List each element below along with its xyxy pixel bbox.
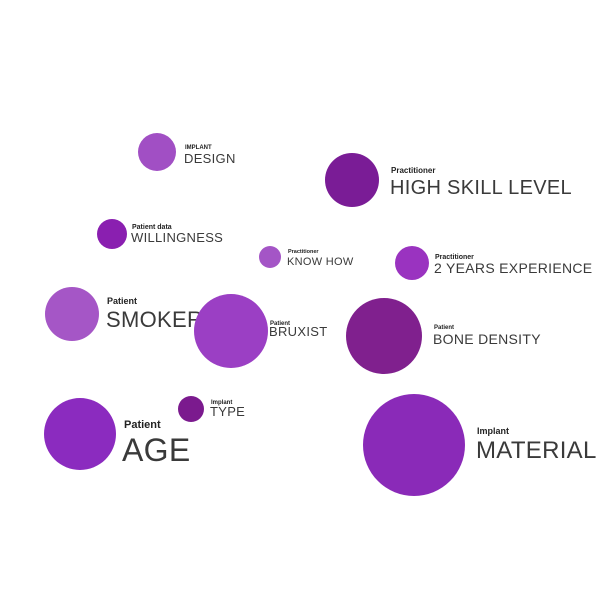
node-label: SMOKER	[106, 307, 203, 332]
node-category: Patient	[124, 419, 161, 431]
node: Patient SMOKER	[45, 287, 203, 341]
node-category: IMPLANT	[185, 145, 212, 151]
node-category: Practitioner	[391, 166, 435, 175]
node-label: HIGH SKILL LEVEL	[390, 177, 572, 199]
bubble	[97, 219, 127, 249]
node-label: TYPE	[210, 404, 245, 419]
node: Patient data WILLINGNESS	[97, 219, 223, 249]
bubble	[395, 246, 429, 280]
node-label: MATERIAL	[476, 437, 597, 464]
node: Implant MATERIAL	[363, 394, 597, 496]
bubble	[138, 133, 176, 171]
node-label: DESIGN	[184, 151, 236, 166]
node: Practitioner 2 YEARS EXPERIENCE	[395, 246, 592, 280]
node: Practitioner KNOW HOW	[259, 246, 354, 268]
bubble	[259, 246, 281, 268]
bubble	[44, 398, 116, 470]
node-category: Patient	[107, 296, 137, 306]
node-category: Implant	[477, 426, 509, 436]
node: Implant TYPE	[178, 396, 245, 422]
node-category: Practitioner	[435, 254, 474, 261]
bubble	[325, 153, 379, 207]
bubble	[194, 294, 268, 368]
node-label: AGE	[122, 432, 190, 468]
node: IMPLANT DESIGN	[138, 133, 236, 171]
node-label: KNOW HOW	[287, 256, 354, 268]
bubble	[45, 287, 99, 341]
node-category: Patient	[270, 321, 290, 327]
node: Practitioner HIGH SKILL LEVEL	[325, 153, 572, 207]
node-label: 2 YEARS EXPERIENCE	[434, 260, 592, 276]
node-category: Implant	[211, 400, 232, 406]
node-label: WILLINGNESS	[131, 230, 223, 245]
node-label: BONE DENSITY	[433, 331, 541, 347]
node-label: BRUXIST	[269, 324, 327, 339]
node-category: Practitioner	[288, 249, 319, 255]
node: Patient AGE	[44, 398, 190, 470]
node: Patient BRUXIST	[194, 294, 327, 368]
node-category: Patient	[434, 325, 454, 331]
bubble	[363, 394, 465, 496]
node: Patient BONE DENSITY	[346, 298, 541, 374]
bubble	[346, 298, 422, 374]
node-category: Patient data	[132, 224, 172, 231]
bubble	[178, 396, 204, 422]
